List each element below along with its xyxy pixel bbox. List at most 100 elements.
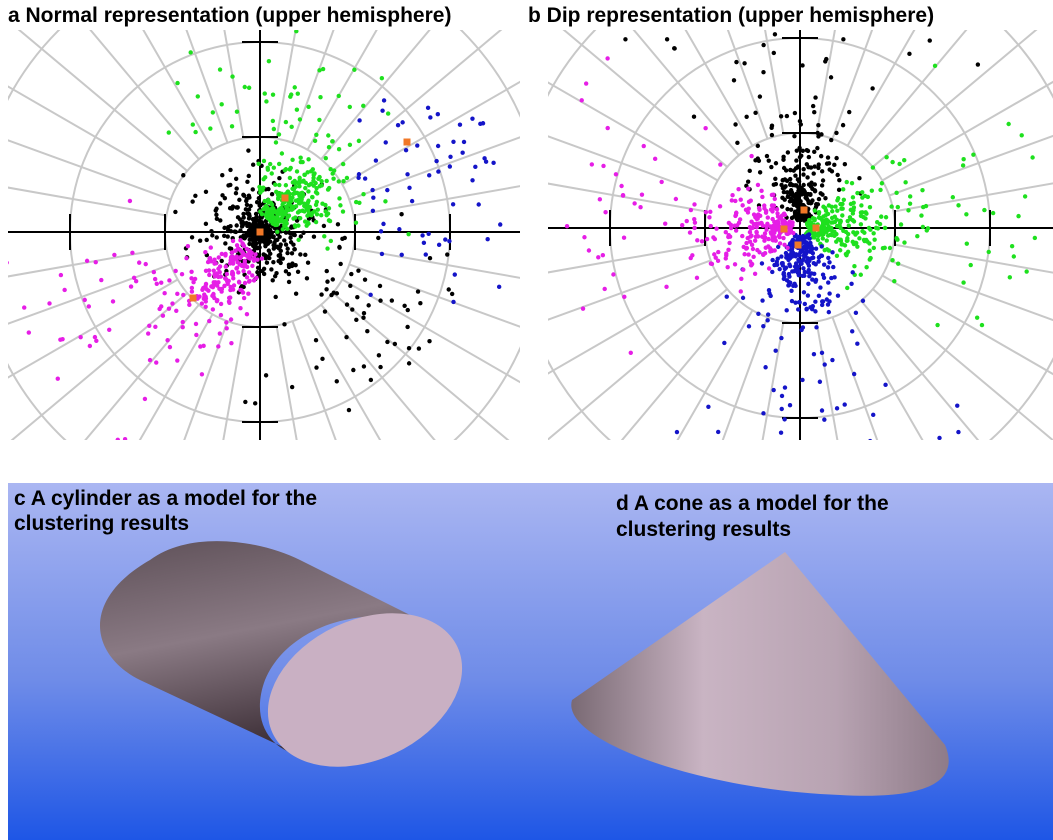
- scatter-point: [871, 245, 876, 251]
- scatter-point: [122, 437, 128, 440]
- scatter-point: [596, 255, 601, 260]
- scatter-point: [907, 51, 912, 57]
- scatter-point: [703, 209, 709, 215]
- scatter-point: [791, 283, 796, 289]
- scatter-point: [821, 262, 827, 267]
- scatter-point: [107, 327, 112, 332]
- scatter-point: [804, 148, 809, 153]
- scatter-point: [836, 187, 842, 193]
- scatter-point: [193, 129, 198, 135]
- scatter-point: [302, 219, 308, 224]
- scatter-point: [799, 261, 804, 266]
- scatter-point: [775, 219, 781, 224]
- scatter-point: [731, 78, 737, 83]
- scatter-point: [795, 177, 801, 182]
- scatter-point: [704, 236, 710, 242]
- scatter-point: [199, 372, 205, 377]
- scatter-point: [173, 268, 178, 274]
- scatter-point: [955, 403, 960, 408]
- scatter-point: [405, 324, 410, 330]
- grid-line: [860, 30, 968, 156]
- scatter-point: [293, 291, 299, 296]
- scatter-point: [99, 277, 104, 283]
- scatter-point: [283, 230, 289, 235]
- scatter-point: [350, 307, 355, 312]
- scatter-point: [211, 268, 216, 273]
- scatter-point: [446, 287, 451, 292]
- scatter-point: [258, 202, 263, 208]
- scatter-point: [470, 178, 475, 183]
- scatter-point: [237, 197, 242, 203]
- scatter-point: [605, 125, 610, 131]
- scatter-point: [313, 219, 319, 225]
- scatter-point: [816, 215, 822, 220]
- scatter-point: [773, 181, 779, 187]
- grid-line: [761, 321, 785, 440]
- scatter-point: [193, 321, 199, 327]
- scatter-point: [816, 123, 821, 128]
- scatter-point: [638, 204, 643, 210]
- scatter-point: [774, 207, 780, 212]
- scatter-point: [873, 225, 879, 231]
- scatter-point: [261, 206, 266, 212]
- scatter-point: [380, 108, 385, 113]
- grid-line: [620, 300, 740, 440]
- scatter-point: [385, 111, 391, 116]
- scatter-point: [292, 223, 298, 228]
- scatter-point: [55, 376, 60, 381]
- scatter-point: [94, 338, 99, 344]
- scatter-point: [750, 246, 756, 252]
- scatter-point: [866, 225, 872, 231]
- scatter-point: [268, 206, 274, 212]
- scatter-point: [769, 125, 774, 131]
- scatter-point: [258, 190, 263, 195]
- scatter-point: [739, 276, 744, 281]
- scatter-point: [855, 244, 860, 249]
- scatter-point: [271, 246, 277, 251]
- scatter-point: [436, 242, 442, 248]
- scatter-point: [691, 114, 697, 119]
- scatter-point: [276, 217, 281, 223]
- scatter-point: [153, 324, 158, 330]
- scatter-point: [286, 271, 292, 277]
- scatter-point: [766, 158, 771, 163]
- scatter-point: [821, 204, 826, 209]
- scatter-point: [92, 334, 98, 340]
- scatter-point: [805, 233, 810, 238]
- grid-line: [831, 316, 879, 440]
- grid-line: [8, 247, 167, 278]
- scatter-point: [400, 120, 405, 125]
- scatter-point: [261, 158, 267, 164]
- scatter-point: [334, 379, 339, 384]
- grid-line: [846, 30, 916, 147]
- scatter-point: [628, 350, 633, 355]
- scatter-point: [290, 195, 295, 200]
- grid-line: [142, 30, 214, 151]
- scatter-point: [273, 182, 278, 187]
- scatter-point: [305, 260, 311, 265]
- scatter-point: [772, 196, 777, 202]
- scatter-point: [185, 244, 191, 249]
- grid-line: [348, 263, 520, 328]
- scatter-point: [303, 185, 308, 191]
- scatter-point: [286, 264, 292, 270]
- scatter-point: [744, 114, 749, 119]
- scatter-point: [238, 255, 243, 261]
- scatter-point: [771, 227, 776, 233]
- scatter-point: [779, 393, 785, 399]
- scatter-point: [796, 307, 801, 312]
- scatter-point: [326, 206, 332, 211]
- scatter-point: [869, 188, 875, 193]
- scatter-point: [287, 175, 293, 181]
- scatter-point: [47, 301, 52, 306]
- grid-line: [893, 243, 1053, 274]
- scatter-point: [297, 117, 303, 122]
- scatter-point: [932, 63, 938, 69]
- scatter-point: [787, 176, 793, 182]
- scatter-point: [491, 160, 496, 166]
- scatter-point: [346, 407, 352, 413]
- scatter-point: [816, 210, 822, 215]
- scatter-point: [915, 233, 920, 239]
- scatter-point: [789, 298, 795, 304]
- scatter-point: [222, 225, 227, 231]
